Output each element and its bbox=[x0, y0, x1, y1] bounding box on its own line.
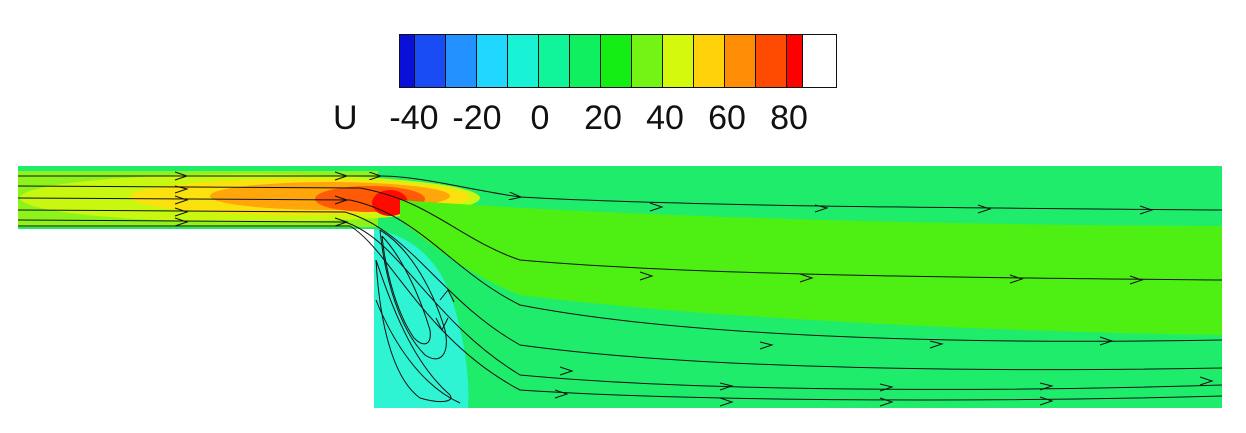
colorbar-swatch bbox=[508, 34, 539, 88]
streamline-arrow bbox=[719, 397, 734, 407]
streamline-arrow bbox=[174, 207, 189, 217]
legend-variable-label: U bbox=[333, 99, 358, 137]
colorbar-swatch bbox=[446, 34, 477, 88]
legend-tick: 0 bbox=[530, 99, 550, 137]
recirculation-loop bbox=[381, 235, 431, 345]
streamline-arrow bbox=[174, 171, 189, 181]
streamline-arrow bbox=[559, 366, 574, 376]
streamline-arrow bbox=[799, 273, 814, 283]
colorbar bbox=[399, 34, 803, 88]
streamline-arrow bbox=[554, 389, 569, 399]
streamlines bbox=[17, 176, 1223, 404]
streamline bbox=[18, 225, 1223, 401]
streamline-arrow bbox=[334, 171, 349, 181]
streamline-arrow bbox=[1139, 205, 1154, 215]
streamline bbox=[17, 209, 1223, 371]
recirculation-contour bbox=[374, 229, 469, 408]
streamline-arrow bbox=[1009, 274, 1024, 284]
streamline bbox=[18, 176, 1223, 211]
recirculation-loop bbox=[375, 299, 461, 404]
streamline-arrow bbox=[879, 397, 894, 407]
streamline-arrow bbox=[334, 217, 349, 227]
colorbar-swatch bbox=[725, 34, 756, 88]
streamline-arrow bbox=[639, 271, 654, 281]
streamline-arrow bbox=[174, 195, 189, 205]
legend-tick: 60 bbox=[708, 99, 746, 137]
legend-tick: -20 bbox=[452, 99, 502, 137]
legend-tick: 80 bbox=[770, 99, 808, 137]
streamline-arrow bbox=[1039, 382, 1054, 391]
streamline-arrow bbox=[174, 185, 189, 194]
streamline-arrow bbox=[759, 341, 774, 350]
legend-tick: 20 bbox=[584, 99, 622, 137]
colorbar-swatch bbox=[632, 34, 663, 88]
recirculation-loop bbox=[379, 229, 447, 360]
streamline-arrow bbox=[719, 382, 734, 391]
streamline-arrow bbox=[435, 317, 449, 332]
legend-tick: -40 bbox=[389, 99, 439, 137]
colorbar-swatch bbox=[415, 34, 446, 88]
streamline-arrow bbox=[814, 204, 829, 213]
streamline-arrow bbox=[334, 195, 349, 205]
colorbar-swatch bbox=[601, 34, 632, 88]
streamline-arrow bbox=[1129, 275, 1144, 285]
recirculation-loop bbox=[375, 259, 452, 403]
colorbar-swatch bbox=[399, 34, 415, 88]
colorbar-swatch bbox=[663, 34, 694, 88]
colorbar-swatch bbox=[570, 34, 601, 88]
colorbar-swatch bbox=[694, 34, 725, 88]
streamline-arrow bbox=[977, 204, 992, 214]
streamline bbox=[17, 219, 1223, 390]
colorbar-swatch bbox=[756, 34, 787, 88]
colorbar-swatch bbox=[477, 34, 508, 88]
streamline-arrow bbox=[879, 383, 894, 392]
streamline-arrow bbox=[929, 340, 944, 349]
streamline bbox=[17, 197, 1223, 342]
streamline bbox=[17, 185, 1223, 281]
legend-tick: 40 bbox=[646, 99, 684, 137]
streamline-arrows bbox=[174, 171, 1214, 407]
streamline-arrow bbox=[1039, 396, 1054, 406]
streamline-arrow bbox=[1199, 376, 1214, 386]
colorbar-swatch bbox=[539, 34, 570, 88]
contour-field bbox=[18, 166, 1222, 408]
streamline-arrow bbox=[649, 202, 664, 212]
streamline-arrow bbox=[174, 217, 189, 227]
colorbar-swatch bbox=[787, 34, 803, 88]
core-flow-contour bbox=[400, 200, 1222, 335]
streamline-arrow bbox=[439, 289, 455, 303]
streamline-arrow bbox=[1099, 336, 1114, 346]
